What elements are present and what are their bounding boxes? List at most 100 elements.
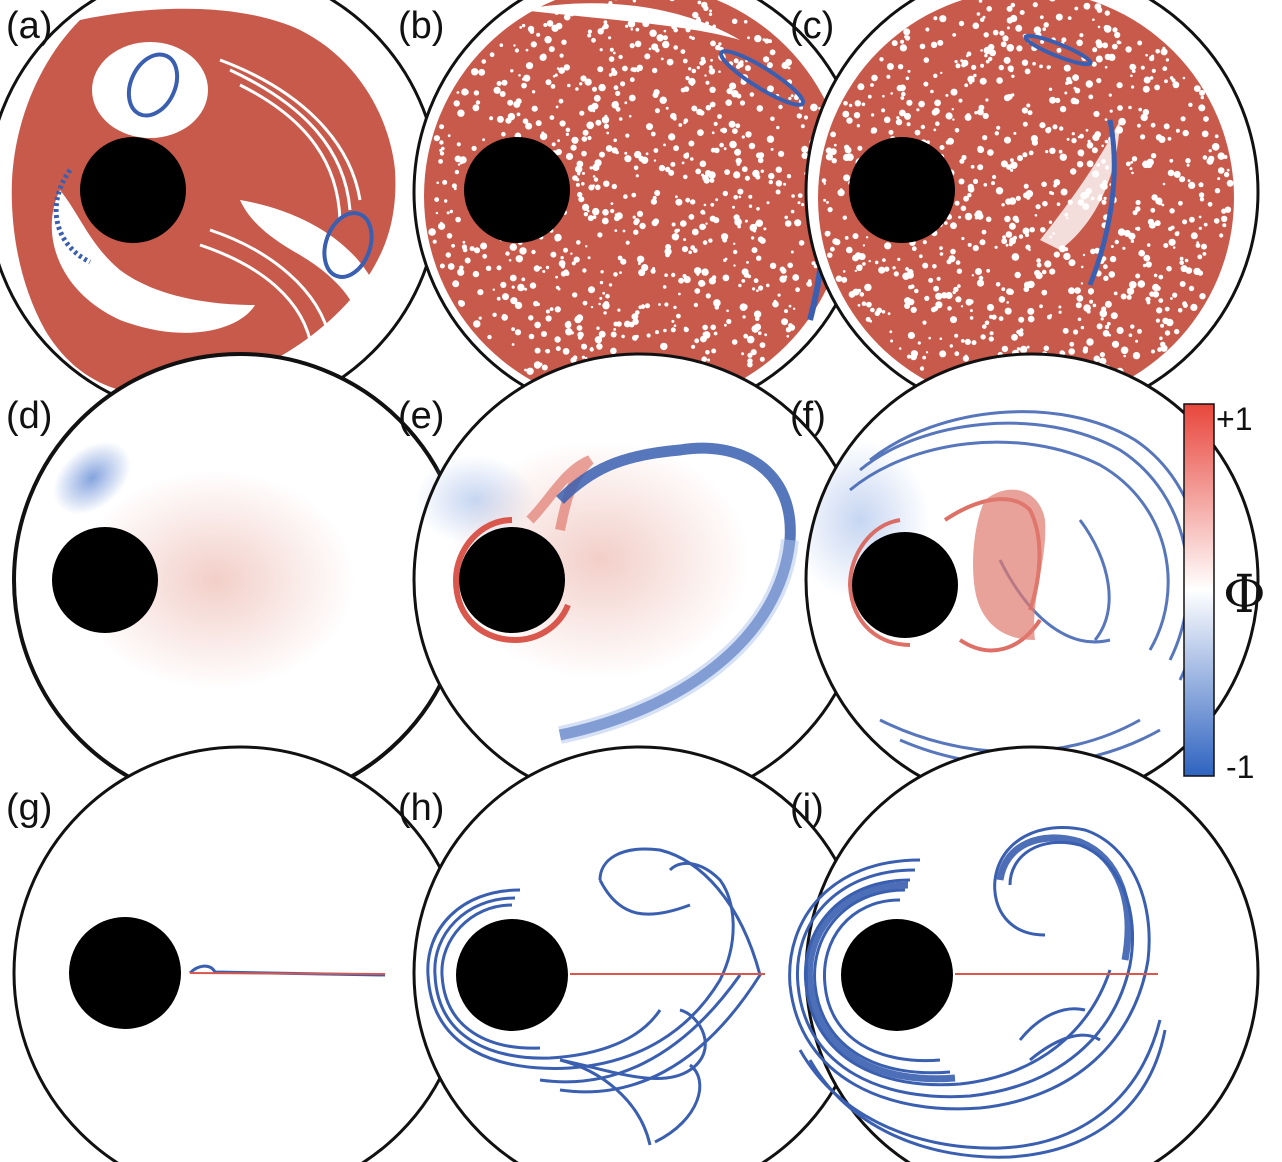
speckle-dot [904, 112, 911, 120]
speckle-dot [713, 121, 718, 126]
speckle-dot [744, 175, 751, 181]
speckle-dot [756, 105, 764, 112]
speckle-dot [439, 140, 444, 145]
speckle-dot [955, 260, 961, 265]
speckle-dot [608, 36, 612, 40]
speckle-dot [758, 331, 762, 336]
speckle-dot [928, 277, 934, 283]
speckle-dot [1162, 66, 1168, 72]
speckle-dot [555, 275, 558, 279]
speckle-dot [646, 333, 651, 338]
speckle-dot [1155, 318, 1160, 323]
speckle-dot [766, 201, 770, 205]
speckle-dot [939, 15, 947, 23]
speckle-dot [705, 104, 712, 111]
speckle-dot [1099, 309, 1108, 318]
speckle-dot [1178, 200, 1183, 206]
speckle-dot [1102, 330, 1110, 337]
speckle-dot [557, 139, 560, 143]
speckle-dot [673, 27, 678, 33]
speckle-dot [1160, 323, 1165, 328]
speckle-dot [925, 27, 930, 32]
speckle-dot [511, 327, 515, 332]
speckle-dot [964, 83, 969, 88]
speckle-dot [624, 320, 631, 328]
speckle-dot [617, 308, 621, 312]
speckle-dot [634, 150, 642, 159]
speckle-dot [830, 246, 835, 252]
speckle-dot [576, 325, 583, 331]
speckle-dot [957, 284, 961, 288]
speckle-dot [1186, 163, 1190, 167]
speckle-dot [842, 215, 847, 220]
speckle-dot [1006, 26, 1010, 30]
speckle-dot [652, 267, 656, 270]
speckle-dot [753, 278, 759, 284]
speckle-dot [1149, 76, 1154, 80]
speckle-dot [1092, 18, 1095, 22]
speckle-dot [741, 268, 749, 276]
speckle-dot [1011, 253, 1020, 261]
speckle-dot [565, 328, 573, 336]
speckle-dot [618, 54, 623, 60]
panel-h-manifold [426, 847, 762, 1146]
speckle-dot [599, 48, 603, 52]
speckle-dot [613, 272, 618, 277]
speckle-dot [1043, 345, 1050, 352]
speckle-dot [630, 28, 634, 31]
speckle-dot [764, 38, 770, 44]
speckle-dot [624, 151, 628, 155]
speckle-dot [613, 85, 619, 91]
speckle-dot [708, 238, 713, 243]
speckle-dot [1223, 155, 1228, 159]
speckle-dot [797, 201, 801, 205]
speckle-dot [489, 116, 494, 121]
speckle-dot [733, 195, 738, 200]
speckle-dot [455, 216, 461, 223]
speckle-dot [998, 64, 1004, 71]
speckle-dot [565, 320, 572, 326]
speckle-dot [457, 163, 461, 166]
speckle-dot [971, 340, 977, 346]
speckle-dot [952, 33, 957, 37]
speckle-dot [823, 198, 827, 202]
speckle-dot [1097, 25, 1101, 29]
speckle-dot [1155, 285, 1161, 291]
speckle-dot [1044, 260, 1052, 268]
speckle-dot [645, 152, 649, 156]
speckle-dot [508, 259, 512, 262]
speckle-dot [1016, 347, 1021, 351]
panel-g-obstacle [69, 917, 181, 1029]
speckle-dot [1179, 256, 1184, 261]
speckle-dot [622, 65, 628, 72]
panel-d-red-region [75, 470, 355, 690]
speckle-dot [1196, 241, 1199, 244]
speckle-dot [682, 58, 688, 64]
speckle-dot [972, 178, 979, 184]
speckle-dot [741, 352, 745, 356]
speckle-dot [910, 350, 919, 358]
speckle-dot [1168, 238, 1176, 246]
speckle-dot [563, 13, 571, 21]
speckle-dot [887, 312, 891, 316]
speckle-dot [521, 277, 526, 282]
speckle-dot [935, 121, 940, 126]
speckle-dot [1061, 37, 1067, 43]
speckle-dot [681, 246, 689, 253]
speckle-dot [788, 304, 792, 308]
speckle-dot [1153, 273, 1158, 278]
panel-a: (a) [0, 0, 441, 420]
speckle-dot [1135, 339, 1139, 343]
speckle-dot [582, 129, 589, 136]
speckle-dot [951, 108, 954, 111]
speckle-dot [514, 301, 523, 310]
speckle-dot [564, 271, 570, 276]
speckle-dot [1191, 183, 1195, 187]
speckle-dot [1010, 158, 1014, 163]
speckle-dot [596, 343, 603, 350]
speckle-dot [704, 74, 707, 77]
speckle-dot [950, 88, 958, 96]
speckle-dot [1059, 153, 1068, 161]
speckle-dot [974, 216, 979, 220]
speckle-dot [775, 180, 783, 187]
